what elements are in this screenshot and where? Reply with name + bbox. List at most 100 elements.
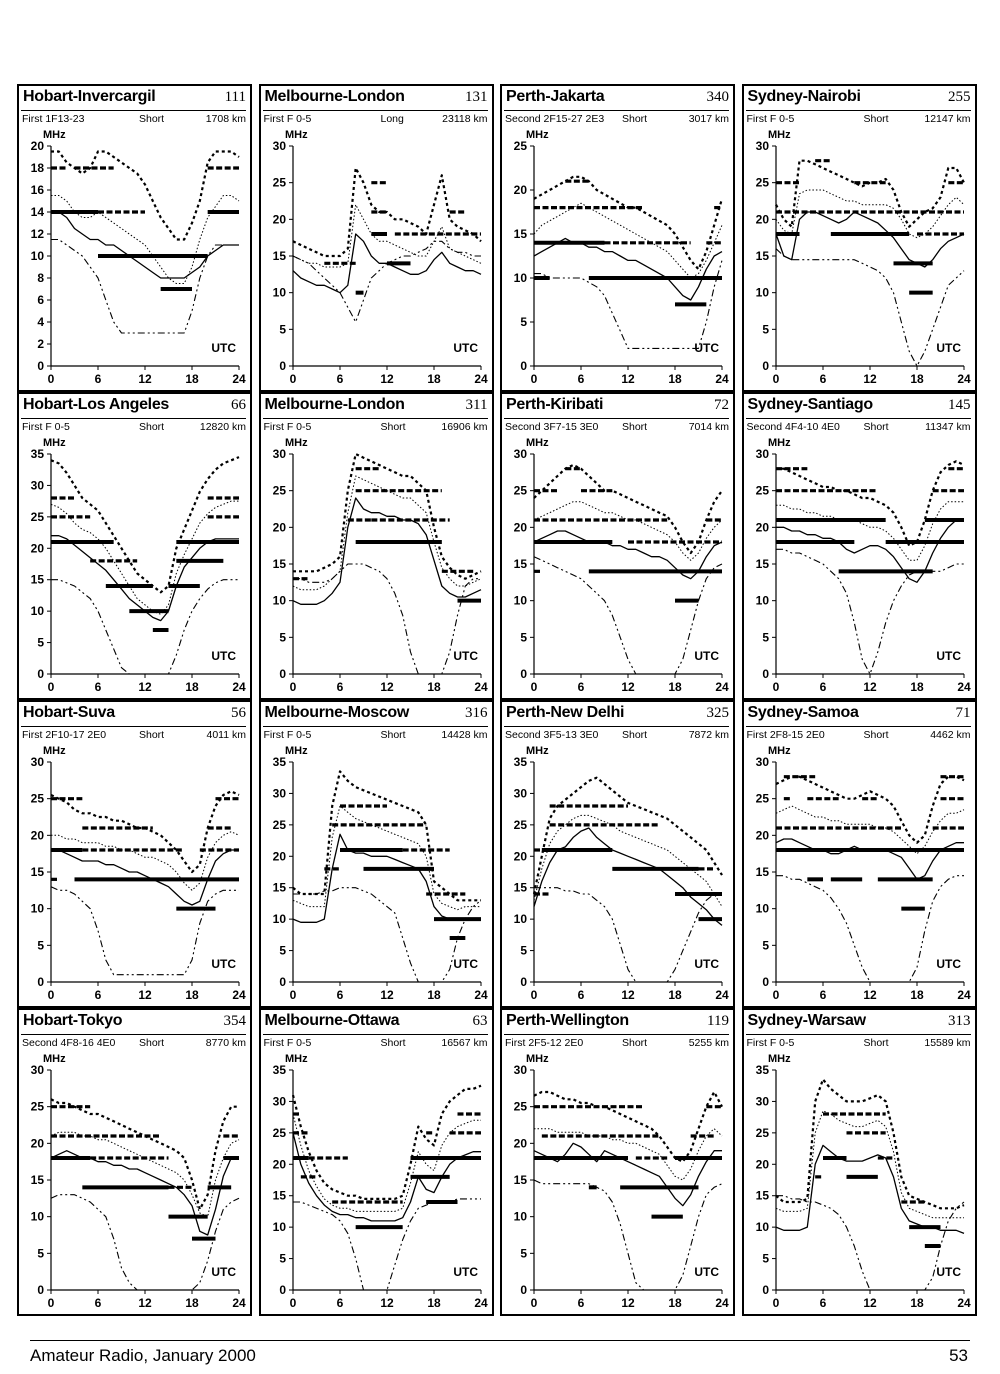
series-line-lower — [292, 833, 481, 923]
mode-label: First F 0-5 — [746, 113, 795, 125]
chart-subtitle: First F 0-5 Short 12820 km — [21, 418, 246, 433]
mode-label: First 2F8-15 2E0 — [746, 729, 825, 741]
chart-title: Hobart-Los Angeles — [23, 396, 170, 413]
y-tick-label: 20 — [755, 828, 769, 842]
series-line-median — [775, 805, 964, 855]
chart-number: 340 — [706, 89, 730, 105]
y-tick-label: 30 — [272, 786, 286, 800]
series-line-upper — [50, 456, 240, 594]
mode-label: Second 4F8-16 4E0 — [22, 1037, 116, 1049]
y-axis-label: MHz — [768, 437, 791, 449]
x-tick-label: 6 — [336, 1296, 343, 1310]
y-tick-label: 35 — [272, 1063, 286, 1077]
series-line-median — [292, 1113, 481, 1212]
series-line-lower — [775, 838, 964, 880]
chart-panel: Sydney-Nairobi 255 First F 0-5 Short 12147 k… — [741, 84, 977, 392]
x-tick-label: 12 — [380, 1296, 394, 1310]
y-tick-label: 25 — [755, 176, 769, 190]
mode-label: First 1F13-23 — [22, 113, 85, 125]
axes — [533, 146, 722, 367]
y-axis-label: MHz — [285, 1053, 308, 1065]
chart-plot: MHz 0 5 10 15 20 25 30 35 0 6 12 18 24 UTC — [272, 1053, 487, 1310]
series-line-median — [50, 1131, 240, 1218]
y-tick-label: 5 — [762, 630, 769, 644]
y-tick-label: 5 — [279, 1252, 286, 1266]
x-tick-label: 24 — [474, 680, 488, 694]
axes — [50, 1070, 239, 1291]
series-line-hop — [51, 579, 239, 675]
y-tick-label: 25 — [31, 510, 45, 524]
series-line-lower — [291, 1132, 481, 1222]
x-axis-label: UTC — [211, 649, 236, 663]
x-tick-label: 0 — [531, 988, 538, 1002]
distance-label: 7014 km — [688, 421, 729, 433]
chart-title: Perth-Wellington — [506, 1012, 629, 1029]
x-axis-label: UTC — [694, 341, 719, 355]
chart-title: Hobart-Suva — [23, 704, 115, 721]
mode-label: Second 3F7-15 3E0 — [505, 421, 599, 433]
x-tick-label: 12 — [380, 988, 394, 1002]
propagation-chart-grid: Hobart-Invercargil 111 First 1F13-23 Short 1… — [17, 84, 977, 1324]
chart-plot: MHz 0 5 10 15 20 25 30 35 0 6 12 18 24 UTC — [31, 437, 246, 694]
chart-number: 119 — [707, 1013, 729, 1029]
chart-plot: MHz 0 5 10 15 20 25 30 35 0 6 12 18 24 UTC — [272, 745, 487, 1002]
chart-plot: MHz 0 5 10 15 20 25 30 0 6 12 18 24 UTC — [755, 129, 970, 386]
y-tick-label: 25 — [272, 818, 286, 832]
path-label: Short — [380, 421, 406, 433]
mode-label: Second 4F4-10 4E0 — [746, 421, 840, 433]
chart-subtitle: First 2F10-17 2E0 Short 4011 km — [21, 726, 246, 741]
y-tick-label: 20 — [272, 520, 286, 534]
y-tick-label: 20 — [514, 1136, 528, 1150]
x-tick-label: 6 — [95, 680, 102, 694]
y-tick-label: 25 — [514, 1100, 528, 1114]
x-tick-label: 24 — [957, 1296, 971, 1310]
y-tick-label: 5 — [520, 944, 527, 958]
series-line-upper — [533, 1090, 723, 1163]
y-tick-label: 0 — [520, 359, 527, 373]
path-label: Short — [139, 1037, 165, 1049]
chart-panel: Sydney-Warsaw 313 First F 0-5 Short 15589 km… — [741, 1008, 977, 1316]
y-tick-label: 18 — [31, 161, 45, 175]
y-tick-label: 20 — [514, 849, 528, 863]
path-label: Short — [863, 1037, 889, 1049]
x-axis-label: UTC — [453, 341, 478, 355]
x-tick-label: 6 — [819, 680, 826, 694]
y-tick-label: 15 — [514, 227, 528, 241]
chart-subtitle: First 2F5-12 2E0 Short 5255 km — [504, 1034, 729, 1049]
axes — [533, 762, 722, 983]
chart-number: 354 — [223, 1013, 247, 1029]
x-tick-label: 12 — [138, 680, 152, 694]
x-tick-label: 6 — [336, 372, 343, 386]
chart-panel: Melbourne-London 311 First F 0-5 Short 16906… — [258, 392, 494, 700]
series-line-upper — [532, 776, 723, 895]
chart-title: Perth-Kiribati — [506, 396, 604, 413]
y-tick-label: 25 — [755, 484, 769, 498]
x-tick-label: 0 — [531, 680, 538, 694]
series-line-upper — [774, 1078, 964, 1210]
axes — [291, 454, 481, 675]
chart-number: 56 — [231, 705, 246, 721]
x-tick-label: 12 — [863, 988, 877, 1002]
chart-title: Melbourne-London — [264, 88, 405, 105]
series-line-lower — [51, 849, 239, 906]
x-tick-label: 18 — [185, 1296, 199, 1310]
chart-subtitle: Second 2F15-27 2E3 Short 3017 km — [504, 110, 729, 125]
y-tick-label: 10 — [31, 604, 45, 618]
x-tick-label: 18 — [910, 372, 924, 386]
series-line-hop — [292, 563, 481, 675]
y-tick-label: 5 — [520, 315, 527, 329]
y-tick-label: 10 — [755, 1220, 769, 1234]
series-line-median — [775, 189, 964, 239]
x-tick-label: 18 — [910, 680, 924, 694]
series-line-hop — [292, 887, 481, 983]
y-axis-label: MHz — [285, 129, 308, 141]
series-line-hop — [533, 1179, 723, 1291]
y-tick-label: 15 — [272, 557, 286, 571]
x-axis-label: UTC — [694, 957, 719, 971]
y-tick-label: 30 — [755, 1094, 769, 1108]
y-tick-label: 10 — [272, 912, 286, 926]
x-tick-label: 18 — [668, 680, 682, 694]
path-label: Short — [139, 421, 165, 433]
x-tick-label: 18 — [185, 372, 199, 386]
x-axis-label: UTC — [936, 341, 961, 355]
